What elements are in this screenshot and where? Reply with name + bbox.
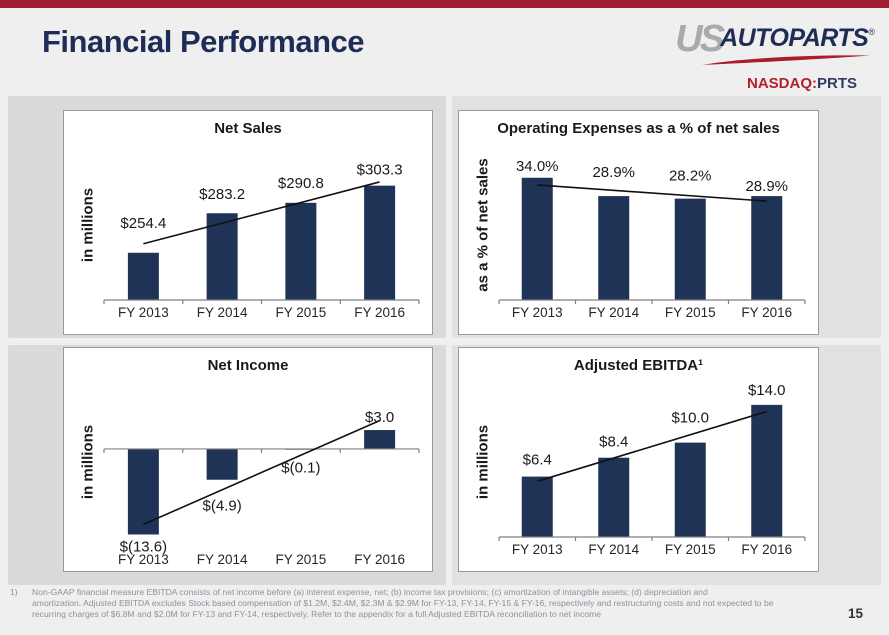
svg-text:FY 2014: FY 2014 xyxy=(588,542,639,557)
svg-text:$14.0: $14.0 xyxy=(748,382,786,399)
svg-text:FY 2015: FY 2015 xyxy=(275,305,326,320)
svg-text:28.2%: 28.2% xyxy=(669,168,712,185)
footnote-line: amortization. Adjusted EBITDA excludes S… xyxy=(32,598,774,608)
adjusted-ebitda-title: Adjusted EBITDA¹ xyxy=(573,357,704,374)
ticker: NASDAQ:PRTS xyxy=(650,75,875,92)
svg-text:FY 2014: FY 2014 xyxy=(197,305,248,320)
svg-text:FY 2013: FY 2013 xyxy=(118,305,169,320)
net-sales-plot: $254.4 $283.2 $290.8 $303.3 FY 2013 FY 2014 FY… xyxy=(103,162,420,320)
logo-wordmark: USAUTOPARTS® xyxy=(650,18,875,65)
adjusted-ebitda-plot: $6.4 $8.4 $10.0 $14.0 FY 2013 FY 2014 FY 2015 F… xyxy=(498,382,806,557)
svg-text:$(13.6): $(13.6) xyxy=(120,538,168,555)
svg-text:28.9%: 28.9% xyxy=(745,178,788,195)
svg-text:FY 2013: FY 2013 xyxy=(512,305,563,320)
logo-autoparts-text: AUTOPARTS xyxy=(720,24,869,52)
footnote-line: Non-GAAP financial measure EBITDA consis… xyxy=(32,587,708,597)
top-accent-bar xyxy=(0,0,889,8)
net-income-chart-panel: Net Income in millions $(13.6) $(4.9) $(0.… xyxy=(63,347,433,572)
svg-text:$254.4: $254.4 xyxy=(120,215,166,232)
page-title: Financial Performance xyxy=(42,24,365,59)
svg-text:$(0.1): $(0.1) xyxy=(281,460,320,477)
svg-text:$3.0: $3.0 xyxy=(365,409,394,426)
logo-swoosh-icon xyxy=(702,55,870,65)
operating-expenses-plot: 34.0% 28.9% 28.2% 28.9% FY 2013 FY 2014 FY 201… xyxy=(498,158,806,320)
net-income-plot: $(13.6) $(4.9) $(0.1) $3.0 FY 2013 FY 2014 FY … xyxy=(103,409,420,567)
svg-text:34.0%: 34.0% xyxy=(516,158,559,175)
svg-text:FY 2016: FY 2016 xyxy=(741,542,792,557)
svg-text:FY 2016: FY 2016 xyxy=(741,305,792,320)
exchange-label: NASDAQ: xyxy=(746,75,817,92)
registered-mark: ® xyxy=(868,27,875,37)
net-sales-chart-panel: Net Sales in millions $254.4 $283.2 $290.8… xyxy=(63,110,433,335)
svg-text:FY 2013: FY 2013 xyxy=(512,542,563,557)
net-income-title: Net Income xyxy=(207,357,289,374)
adjusted-ebitda-chart-panel: Adjusted EBITDA¹ in millions $6.4 $8.4 $10… xyxy=(458,347,819,572)
svg-text:FY 2013: FY 2013 xyxy=(118,552,169,567)
svg-text:28.9%: 28.9% xyxy=(592,164,635,181)
svg-text:$290.8: $290.8 xyxy=(278,175,324,192)
operating-expenses-title: Operating Expenses as a % of net sales xyxy=(497,120,780,137)
footnote: 1) Non-GAAP financial measure EBITDA con… xyxy=(10,587,862,620)
svg-text:$6.4: $6.4 xyxy=(523,452,552,469)
footnote-line: recurring charges of $6.8M and $2.0M for… xyxy=(32,609,602,619)
svg-text:$303.3: $303.3 xyxy=(357,162,403,179)
svg-text:FY 2015: FY 2015 xyxy=(665,305,716,320)
svg-text:FY 2014: FY 2014 xyxy=(197,552,248,567)
usautoparts-logo: USAUTOPARTS® NASDAQ:PRTS xyxy=(650,18,875,92)
footnote-text: Non-GAAP financial measure EBITDA consis… xyxy=(32,587,774,620)
svg-text:$8.4: $8.4 xyxy=(599,434,628,451)
logo-us-text: US xyxy=(675,18,725,60)
svg-text:$10.0: $10.0 xyxy=(671,410,709,427)
svg-text:FY 2016: FY 2016 xyxy=(354,552,405,567)
operating-expenses-chart-panel: Operating Expenses as a % of net sales a… xyxy=(458,110,819,335)
svg-text:FY 2014: FY 2014 xyxy=(588,305,639,320)
page-number: 15 xyxy=(847,606,863,621)
ticker-symbol: PRTS xyxy=(816,75,857,92)
svg-text:$283.2: $283.2 xyxy=(199,186,245,203)
svg-text:FY 2015: FY 2015 xyxy=(665,542,716,557)
footnote-marker: 1) xyxy=(10,587,18,597)
net-sales-title: Net Sales xyxy=(214,120,282,137)
svg-text:$(4.9): $(4.9) xyxy=(203,498,242,515)
svg-text:FY 2016: FY 2016 xyxy=(354,305,405,320)
svg-text:FY 2015: FY 2015 xyxy=(275,552,326,567)
